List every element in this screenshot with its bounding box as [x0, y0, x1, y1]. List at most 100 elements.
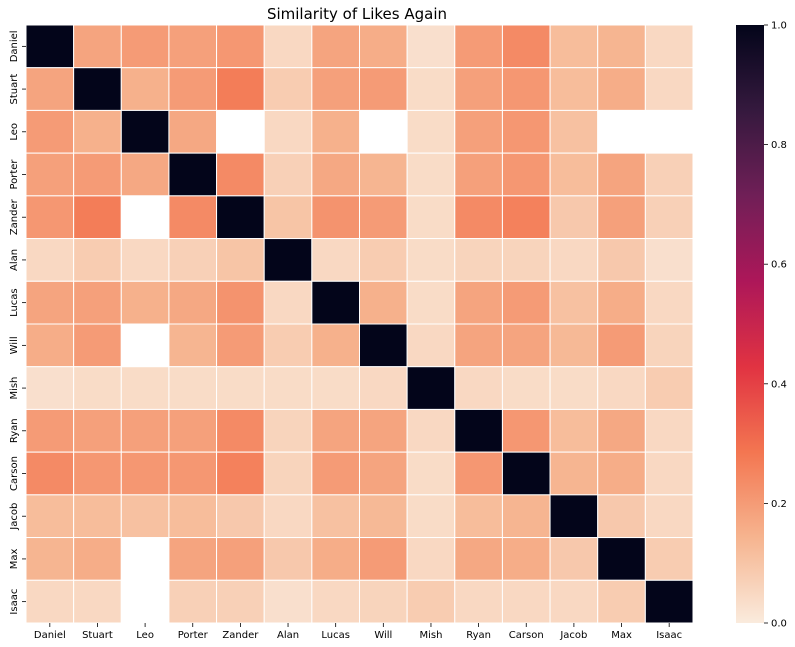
heatmap-cell-max-zander — [216, 537, 265, 581]
heatmap-cell-ryan-carson — [501, 408, 551, 453]
heatmap-cell-porter-will — [359, 152, 408, 197]
heatmap-cell-leo-daniel — [25, 109, 75, 154]
heatmap-cell-leo-stuart — [73, 109, 122, 154]
heatmap-cell-jacob-alan — [263, 494, 313, 539]
heatmap-cell-mish-ryan — [454, 366, 503, 410]
heatmap-cell-isaac-mish — [406, 579, 456, 624]
heatmap-cell-will-jacob — [549, 323, 599, 368]
heatmap-cell-daniel-mish — [406, 24, 456, 69]
heatmap-cell-zander-jacob — [549, 195, 599, 240]
heatmap-cell-stuart-max — [597, 67, 646, 111]
x-tick-label-carson: Carson — [509, 630, 544, 641]
heatmap-cell-daniel-lucas — [311, 24, 361, 69]
heatmap-cell-porter-carson — [501, 152, 551, 197]
heatmap-cell-stuart-leo — [120, 67, 170, 111]
heatmap-cell-zander-daniel — [25, 195, 75, 240]
colorbar-tick-label: 0.8 — [771, 140, 787, 151]
heatmap-cell-daniel-stuart — [73, 24, 122, 69]
heatmap-cell-carson-stuart — [73, 451, 122, 496]
heatmap-cell-stuart-alan — [263, 67, 313, 111]
heatmap-cell-jacob-jacob — [549, 494, 599, 539]
x-tick-labels: Daniel Stuart Leo Porter Zander Alan Lucas Will… — [34, 623, 682, 641]
heatmap-cell-lucas-zander — [216, 280, 265, 325]
colorbar-tick-label: 0.2 — [771, 499, 787, 510]
heatmap-cell-jacob-carson — [501, 494, 551, 539]
heatmap-cell-porter-jacob — [549, 152, 599, 197]
colorbar-tick-label: 1.0 — [771, 21, 787, 32]
heatmap-cell-stuart-will — [359, 67, 408, 111]
heatmap-cell-mish-mish — [406, 366, 456, 410]
heatmap-cell-daniel-carson — [501, 24, 551, 69]
heatmap-cell-porter-porter — [168, 152, 218, 197]
heatmap-cell-ryan-alan — [263, 408, 313, 453]
heatmap-cell-daniel-porter — [168, 24, 218, 69]
heatmap-cell-zander-leo — [120, 195, 170, 240]
heatmap-cell-max-jacob — [549, 537, 599, 581]
heatmap-cell-carson-ryan — [454, 451, 503, 496]
heatmap-cell-stuart-jacob — [549, 67, 599, 111]
heatmap-cell-zander-alan — [263, 195, 313, 240]
heatmap-cell-isaac-jacob — [549, 579, 599, 624]
x-tick-label-alan: Alan — [277, 630, 299, 641]
colorbar-tick-label: 0.4 — [771, 379, 787, 390]
y-tick-label-leo: Leo — [9, 123, 20, 141]
heatmap-cell-zander-stuart — [73, 195, 122, 240]
heatmap-cell-max-will — [359, 537, 408, 581]
heatmap-cell-stuart-daniel — [25, 67, 75, 111]
heatmap-cell-alan-isaac — [644, 238, 694, 282]
heatmap-cell-stuart-lucas — [311, 67, 361, 111]
heatmap-cell-jacob-daniel — [25, 494, 75, 539]
x-tick-label-mish: Mish — [419, 630, 442, 641]
heatmap-cell-mish-alan — [263, 366, 313, 410]
heatmap-cell-daniel-isaac — [644, 24, 694, 69]
x-tick-label-will: Will — [374, 630, 392, 641]
heatmap-cell-lucas-leo — [120, 280, 170, 325]
y-tick-label-porter: Porter — [9, 159, 20, 190]
heatmap-cell-lucas-daniel — [25, 280, 75, 325]
heatmap-cell-lucas-ryan — [454, 280, 503, 325]
y-tick-label-carson: Carson — [9, 456, 20, 491]
colorbar-tick-label: 0.6 — [771, 260, 787, 271]
heatmap-cell-porter-isaac — [644, 152, 694, 197]
heatmap-cell-mish-carson — [501, 366, 551, 410]
heatmap-cell-ryan-stuart — [73, 408, 122, 453]
heatmap-cell-porter-mish — [406, 152, 456, 197]
heatmap-cell-zander-mish — [406, 195, 456, 240]
heatmap-cell-daniel-daniel — [25, 24, 75, 69]
heatmap-cell-porter-lucas — [311, 152, 361, 197]
heatmap-cell-ryan-porter — [168, 408, 218, 453]
y-tick-label-zander: Zander — [9, 198, 20, 235]
heatmap-cell-max-carson — [501, 537, 551, 581]
y-tick-label-will: Will — [9, 336, 20, 354]
heatmap-cell-alan-daniel — [25, 238, 75, 282]
heatmap-cell-lucas-will — [359, 280, 408, 325]
heatmap-cell-max-daniel — [25, 537, 75, 581]
heatmap-cell-leo-ryan — [454, 109, 503, 154]
heatmap-cell-alan-zander — [216, 238, 265, 282]
heatmap-cell-carson-alan — [263, 451, 313, 496]
heatmap-cell-jacob-ryan — [454, 494, 503, 539]
y-tick-label-jacob: Jacob — [9, 503, 20, 531]
heatmap-cell-lucas-mish — [406, 280, 456, 325]
heatmap-cell-will-will — [359, 323, 408, 368]
heatmap-cell-porter-stuart — [73, 152, 122, 197]
heatmap-cell-isaac-will — [359, 579, 408, 624]
heatmap-cell-daniel-leo — [120, 24, 170, 69]
heatmap-cell-mish-isaac — [644, 366, 694, 410]
heatmap-cell-alan-porter — [168, 238, 218, 282]
heatmap-cell-lucas-jacob — [549, 280, 599, 325]
y-tick-label-alan: Alan — [9, 249, 20, 271]
heatmap-cell-leo-porter — [168, 109, 218, 154]
heatmap-cell-mish-daniel — [25, 366, 75, 410]
heatmap-cell-alan-alan — [263, 238, 313, 282]
heatmap-cell-max-leo — [120, 537, 170, 581]
heatmap-cell-porter-daniel — [25, 152, 75, 197]
heatmap-cell-leo-will — [359, 109, 408, 154]
heatmap-cell-stuart-zander — [216, 67, 265, 111]
x-tick-label-lucas: Lucas — [321, 630, 350, 641]
heatmap-cell-carson-max — [597, 451, 646, 496]
heatmap-cell-jacob-max — [597, 494, 646, 539]
heatmap-cell-ryan-leo — [120, 408, 170, 453]
heatmap-cell-mish-leo — [120, 366, 170, 410]
heatmap-cell-porter-zander — [216, 152, 265, 197]
